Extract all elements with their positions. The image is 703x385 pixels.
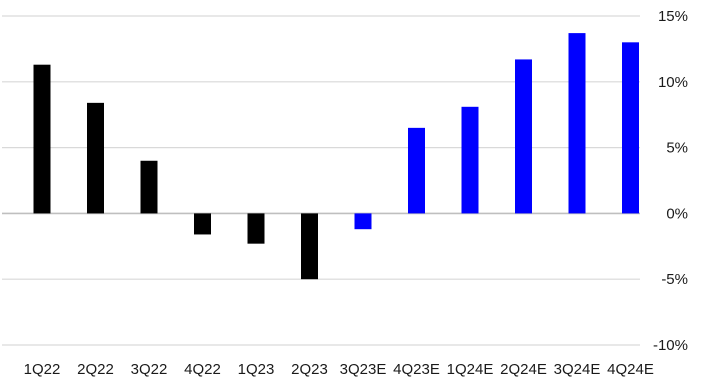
y-tick-label: -10% (653, 337, 688, 354)
bar-1q22 (33, 64, 51, 214)
x-tick-label: 1Q23 (238, 361, 275, 378)
y-tick-label: -5% (661, 271, 688, 288)
bar-3q23e (354, 213, 372, 230)
bar-4q22 (194, 213, 211, 235)
y-tick-label: 0% (666, 205, 688, 222)
x-tick-label: 3Q22 (131, 361, 168, 378)
x-axis-tick-labels: 1Q22 2Q22 3Q22 4Q22 1Q23 2Q23 3Q23E 4Q23E 1Q24E 2… (24, 361, 654, 378)
x-tick-label: 1Q22 (24, 361, 61, 378)
y-tick-label: 5% (666, 140, 688, 157)
bar-2q22 (87, 102, 104, 214)
gridlines (2, 15, 640, 346)
x-tick-label: 2Q22 (77, 361, 114, 378)
x-tick-label: 4Q24E (607, 361, 654, 378)
x-tick-label: 4Q22 (184, 361, 221, 378)
y-tick-label: 10% (658, 74, 688, 91)
bar-4q24e (622, 42, 639, 214)
bar-2q23 (301, 213, 318, 280)
bar-1q23 (247, 213, 265, 244)
x-tick-label: 1Q24E (447, 361, 494, 378)
bar-2q24e (515, 59, 532, 214)
x-tick-label: 2Q24E (500, 361, 547, 378)
x-tick-label: 3Q23E (340, 361, 387, 378)
bar-1q24e (461, 106, 479, 214)
bars (33, 33, 639, 280)
y-axis-tick-labels: 15% 10% 5% 0% -5% -10% (653, 8, 688, 354)
bar-3q22 (140, 160, 158, 214)
bar-3q24e (568, 33, 586, 214)
x-tick-label: 2Q23 (291, 361, 328, 378)
x-tick-label: 3Q24E (554, 361, 601, 378)
bar-4q23e (408, 127, 425, 214)
x-tick-label: 4Q23E (393, 361, 440, 378)
y-tick-label: 15% (658, 8, 688, 25)
